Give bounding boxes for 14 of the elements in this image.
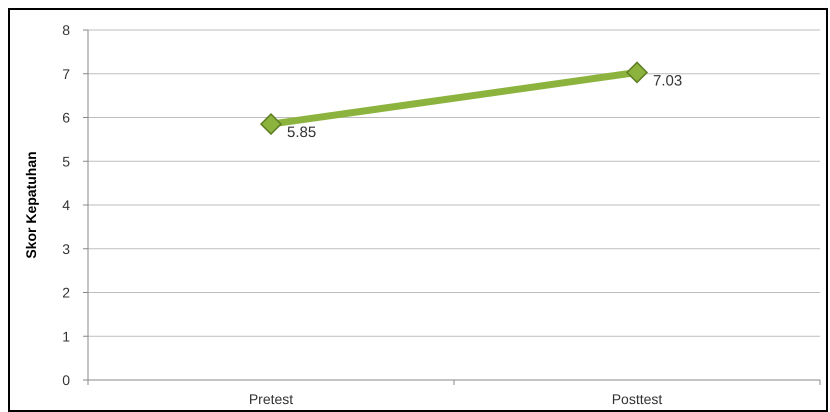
y-tick-label: 4	[62, 197, 70, 213]
data-label: 7.03	[653, 72, 682, 90]
y-tick-label: 0	[62, 372, 70, 388]
y-axis-title: Skor Kepatuhan	[23, 151, 39, 259]
x-tick-label: Posttest	[612, 391, 662, 407]
y-tick-label: 2	[62, 284, 70, 300]
x-tick-label: Pretest	[248, 391, 294, 407]
y-tick-label: 3	[62, 240, 70, 257]
y-tick-label: 7	[62, 66, 70, 82]
y-tick-label: 1	[62, 328, 70, 344]
y-tick-label: 5	[62, 153, 70, 170]
y-tick-label: 8	[62, 22, 70, 38]
y-tick-label: 6	[62, 110, 70, 126]
data-label: 5.85	[287, 124, 316, 142]
